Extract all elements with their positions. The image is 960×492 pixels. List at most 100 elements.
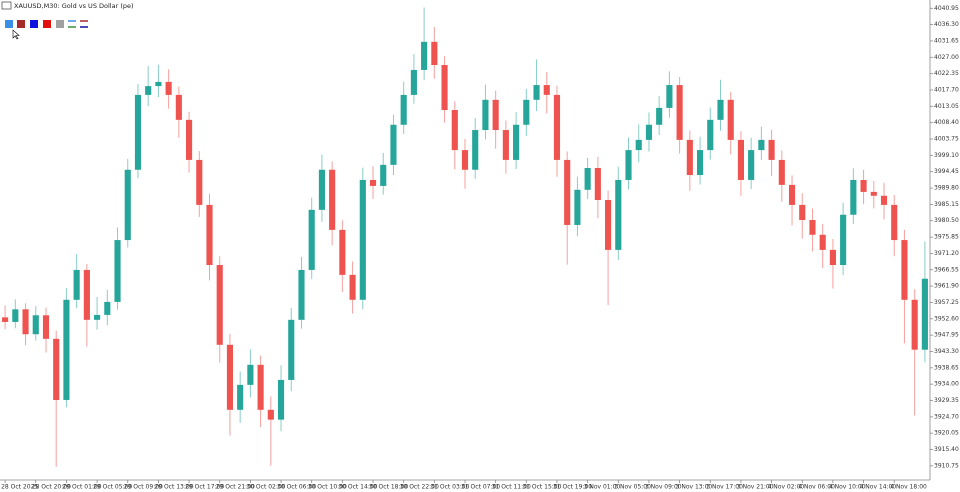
candle-body [421,41,428,70]
x-tick-label: 30 Oct 14:00 [338,484,377,491]
y-tick-label: 3961.90 [934,283,959,290]
candle-body [216,265,223,345]
x-tick-label: 3 Nov 17:00 [706,484,743,491]
y-tick-label: 4036.30 [934,21,959,28]
color-button[interactable] [17,20,25,28]
y-tick-label: 4008.40 [934,119,959,126]
candle-body [42,315,50,339]
y-tick-label: 3947.95 [934,332,959,339]
x-tick-label: 4 Nov 02:00 [768,484,805,491]
candle-body [339,229,346,275]
candle-body [615,179,622,250]
candle-body [788,184,796,205]
x-tick-label: 29 Oct 17:00 [185,484,224,491]
x-tick-label: 29 Oct 09:00 [124,484,163,491]
candle-body [359,179,366,300]
candle-body [543,85,550,95]
candle-body [880,195,888,205]
y-tick-label: 3985.15 [934,201,959,208]
y-tick-label: 3938.65 [934,364,959,371]
candle-body [676,85,683,140]
candle-body [472,130,479,170]
x-tick-label: 31 Oct 07:00 [461,484,500,491]
candle-body [666,85,673,108]
candle-body [737,139,744,180]
x-tick-label: 30 Oct 02:00 [246,484,285,491]
candle-body [380,164,387,186]
candle-body [523,99,530,125]
plot-area: 3910.75 3915.40 3920.05 3924.70 3929.35 3934.… [1,5,959,491]
candle-body [247,364,254,385]
candle-body [625,150,632,180]
candle-body [891,204,898,241]
chart-title: XAUUSD,M30: Gold vs US Dollar (pe) [14,2,134,10]
x-tick-label: 31 Oct 15:00 [522,484,561,491]
candle-body [277,379,285,420]
x-tick-label: 3 Nov 21:00 [737,484,774,491]
y-tick-label: 4003.75 [934,136,959,143]
candle-body [860,179,867,192]
candle-body [267,409,274,420]
candle-body [656,107,663,125]
candle-body [635,139,642,151]
toolbar: XAUUSD,M30: Gold vs US Dollar (pe) [1,1,134,40]
candle-body [186,119,193,160]
candle-body [104,301,111,315]
candle-body [22,309,29,335]
color-button[interactable] [56,20,64,28]
y-tick-label: 3999.10 [934,152,959,159]
line-style-button[interactable] [80,20,88,28]
x-tick-label: 3 Nov 13:00 [676,484,713,491]
candle-body [564,159,571,225]
candle-body [63,299,70,400]
y-tick-label: 3915.40 [934,446,959,453]
candle-body [53,338,60,400]
candle-body [850,179,857,215]
y-tick-label: 3920.05 [934,430,959,437]
candle-body [829,249,836,266]
candle-body [441,65,448,111]
candle-body [696,150,704,176]
x-tick-label: 29 Oct 01:00 [62,484,101,491]
candle-body [308,209,315,270]
x-tick-label: 3 Nov 05:00 [614,484,651,491]
candle-body [83,269,90,320]
candle-body [349,274,356,300]
candle-body [748,150,755,180]
candle-body [134,94,142,170]
y-tick-label: 3934.00 [934,381,959,388]
candle-body [768,139,775,160]
candle-body [196,159,203,205]
y-tick-label: 4040.95 [934,5,959,12]
candle-body [145,86,152,95]
candle-body [809,220,816,235]
y-tick-label: 4027.00 [934,54,959,61]
candle-body [461,150,469,170]
candle-body [778,159,785,185]
line-style-button[interactable] [68,20,76,28]
y-tick-label: 3943.30 [934,348,959,355]
candle-body [155,81,162,87]
x-tick-label: 29 Oct 05:00 [93,484,132,491]
candle-body [574,189,581,225]
y-tick-label: 3924.70 [934,413,959,420]
candle-body [175,94,182,120]
color-button[interactable] [5,20,13,28]
chart-icon [1,1,12,10]
candle-body [124,169,131,241]
candle-body [594,168,601,200]
candle-body [533,85,540,100]
color-button[interactable] [43,20,51,28]
y-tick-label: 3975.85 [934,234,959,241]
candle-body [257,364,264,410]
y-tick-label: 3929.35 [934,397,959,404]
x-tick-label: 4 Nov 06:00 [798,484,835,491]
x-tick-label: 28 Oct 20:00 [32,484,71,491]
candle-body [318,169,325,210]
color-button[interactable] [30,20,38,28]
candle-body [921,278,928,350]
x-tick-label: 30 Oct 06:00 [277,484,316,491]
x-tick-label: 30 Oct 22:00 [400,484,439,491]
